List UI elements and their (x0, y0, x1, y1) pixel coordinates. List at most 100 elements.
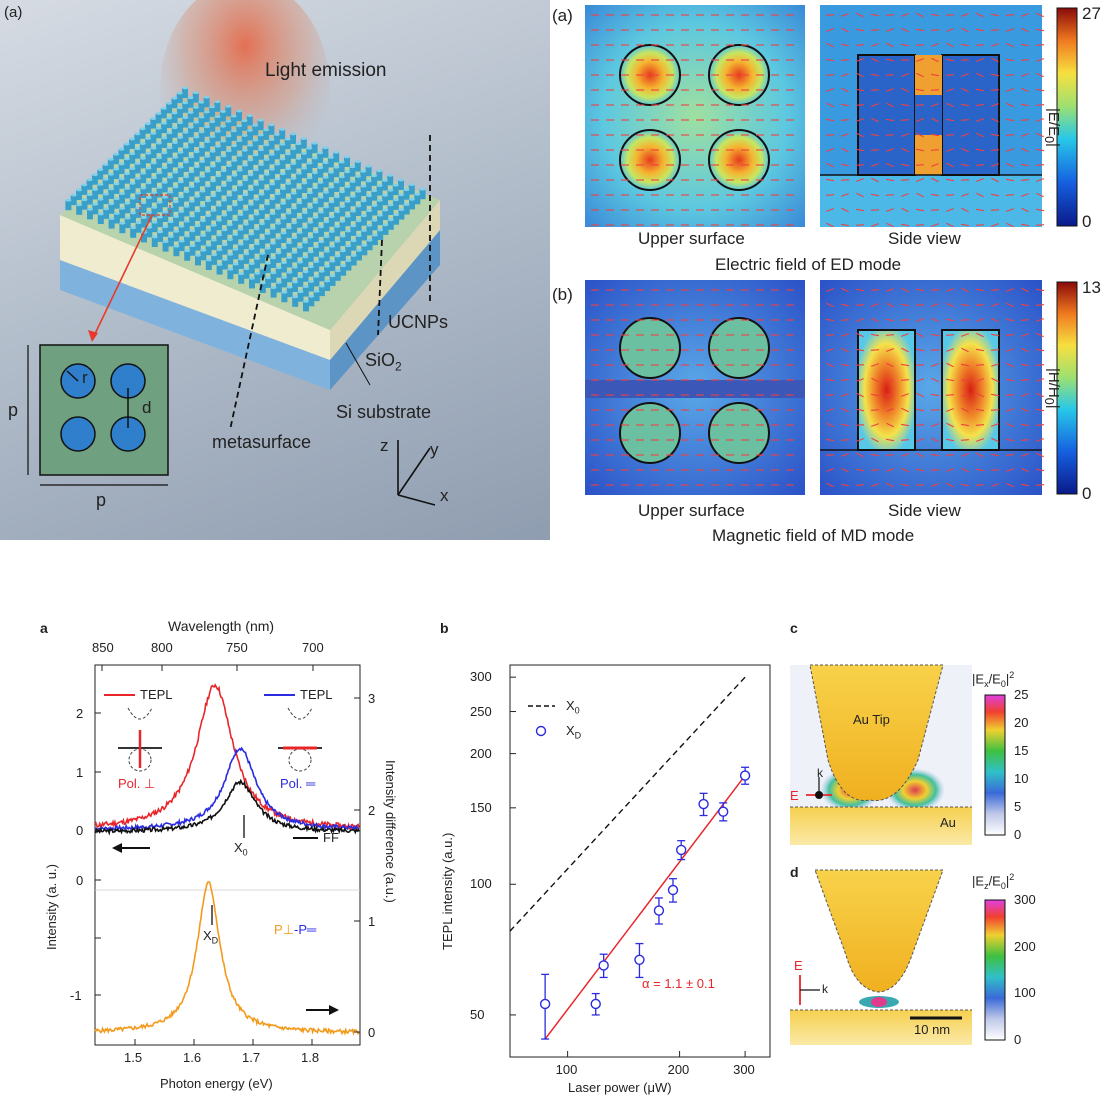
data-marker (739, 770, 751, 781)
y-axis-left-title: Intensity (a. u.) (44, 864, 59, 950)
data-point (539, 973, 551, 1040)
pillar (187, 96, 194, 108)
pillar (204, 184, 211, 196)
pillar (155, 126, 162, 139)
field-arrow (915, 484, 925, 486)
field-arrow (901, 193, 909, 197)
field-arrow (1036, 12, 1044, 18)
pillar (264, 246, 271, 259)
pillar (205, 229, 212, 241)
pillar (198, 100, 205, 113)
metasurface-label: metasurface (212, 432, 312, 452)
inset-p-left: p (8, 400, 19, 420)
colorbar-tick-label: 15 (1014, 743, 1029, 758)
pillar (264, 232, 271, 244)
field-arrow (841, 13, 849, 17)
pillar (167, 235, 174, 247)
field-arrow (1021, 407, 1029, 413)
data-point (634, 942, 645, 979)
field-arrow (841, 73, 849, 77)
colorbar-tick-label: 100 (1014, 985, 1036, 1001)
field-arrow (870, 409, 880, 411)
field-arrow (1021, 133, 1029, 137)
x-tick: 1.5 (124, 1050, 143, 1065)
power-law-chart (509, 664, 771, 1058)
au-label: Au (940, 815, 956, 830)
pillar (360, 184, 367, 197)
field-arrow (841, 87, 849, 93)
pillar (135, 191, 142, 204)
field-arrow (930, 469, 940, 471)
pillar (236, 109, 242, 121)
field-arrow (916, 58, 924, 62)
pillar (155, 112, 162, 124)
field-arrow (1036, 58, 1044, 62)
left-tick: 0 (76, 823, 84, 838)
field-arrow (991, 437, 999, 443)
field-arrow (900, 179, 910, 181)
pillar (366, 238, 373, 251)
pillar (204, 125, 210, 137)
pillar (102, 163, 109, 175)
pillar (281, 276, 288, 288)
pillar (156, 200, 163, 213)
pillar (205, 243, 212, 256)
pillar (221, 243, 228, 255)
field-arrow (870, 209, 880, 211)
field-arrow (975, 408, 985, 412)
colorbar-tick-label: 10 (1014, 771, 1029, 786)
pillar (296, 216, 303, 228)
pillar (280, 187, 286, 199)
field-arrow (930, 149, 940, 151)
field-arrow (991, 377, 999, 383)
pillar (102, 192, 109, 205)
field-arrow (841, 133, 849, 137)
field-arrow (901, 147, 909, 153)
e-vector-d: E (794, 958, 803, 973)
field-arrow (961, 287, 969, 293)
pillar-array (65, 86, 426, 312)
pillar (236, 154, 243, 166)
field-arrow (886, 468, 894, 472)
field-arrow (1035, 104, 1045, 106)
pillar (356, 249, 362, 261)
pillar (387, 218, 394, 230)
pillar (259, 252, 266, 264)
pillar (220, 124, 227, 137)
field-arrow (1035, 484, 1045, 486)
field-arrow (946, 288, 954, 292)
field-arrow (1021, 193, 1029, 197)
pillar (81, 198, 88, 210)
pillar (177, 150, 184, 163)
field-arrow (931, 43, 939, 47)
right-tick: 1 (368, 914, 376, 929)
field-arrow (1006, 208, 1014, 212)
field-arrow (1021, 393, 1029, 397)
pillar (292, 295, 299, 307)
field-arrow (885, 194, 895, 196)
field-arrow (1035, 364, 1045, 366)
pillar (408, 183, 415, 195)
pillar (108, 202, 115, 214)
field-arrow (990, 133, 1000, 137)
si-substrate-side-face (330, 230, 440, 390)
pillar (313, 289, 320, 302)
pillar (119, 221, 126, 234)
pillar (134, 162, 141, 174)
field-arrow (870, 149, 880, 151)
pillar (183, 160, 189, 172)
ed-caption: Electric field of ED mode (715, 255, 902, 274)
field-arrow (975, 304, 985, 306)
pillar (286, 256, 293, 268)
field-arrow (885, 394, 895, 396)
field-arrow (1006, 28, 1014, 32)
field-arrow (991, 57, 999, 63)
field-arrow (976, 378, 984, 382)
series-blue-curve (94, 746, 360, 833)
metasurface-schematic-panel: (a) Light emission UCNPs SiO2 Si substra… (0, 0, 550, 540)
pillar (189, 244, 196, 256)
pillar (275, 281, 282, 293)
field-arrow (826, 88, 834, 92)
field-arrow (826, 288, 834, 292)
pillar (171, 111, 178, 123)
